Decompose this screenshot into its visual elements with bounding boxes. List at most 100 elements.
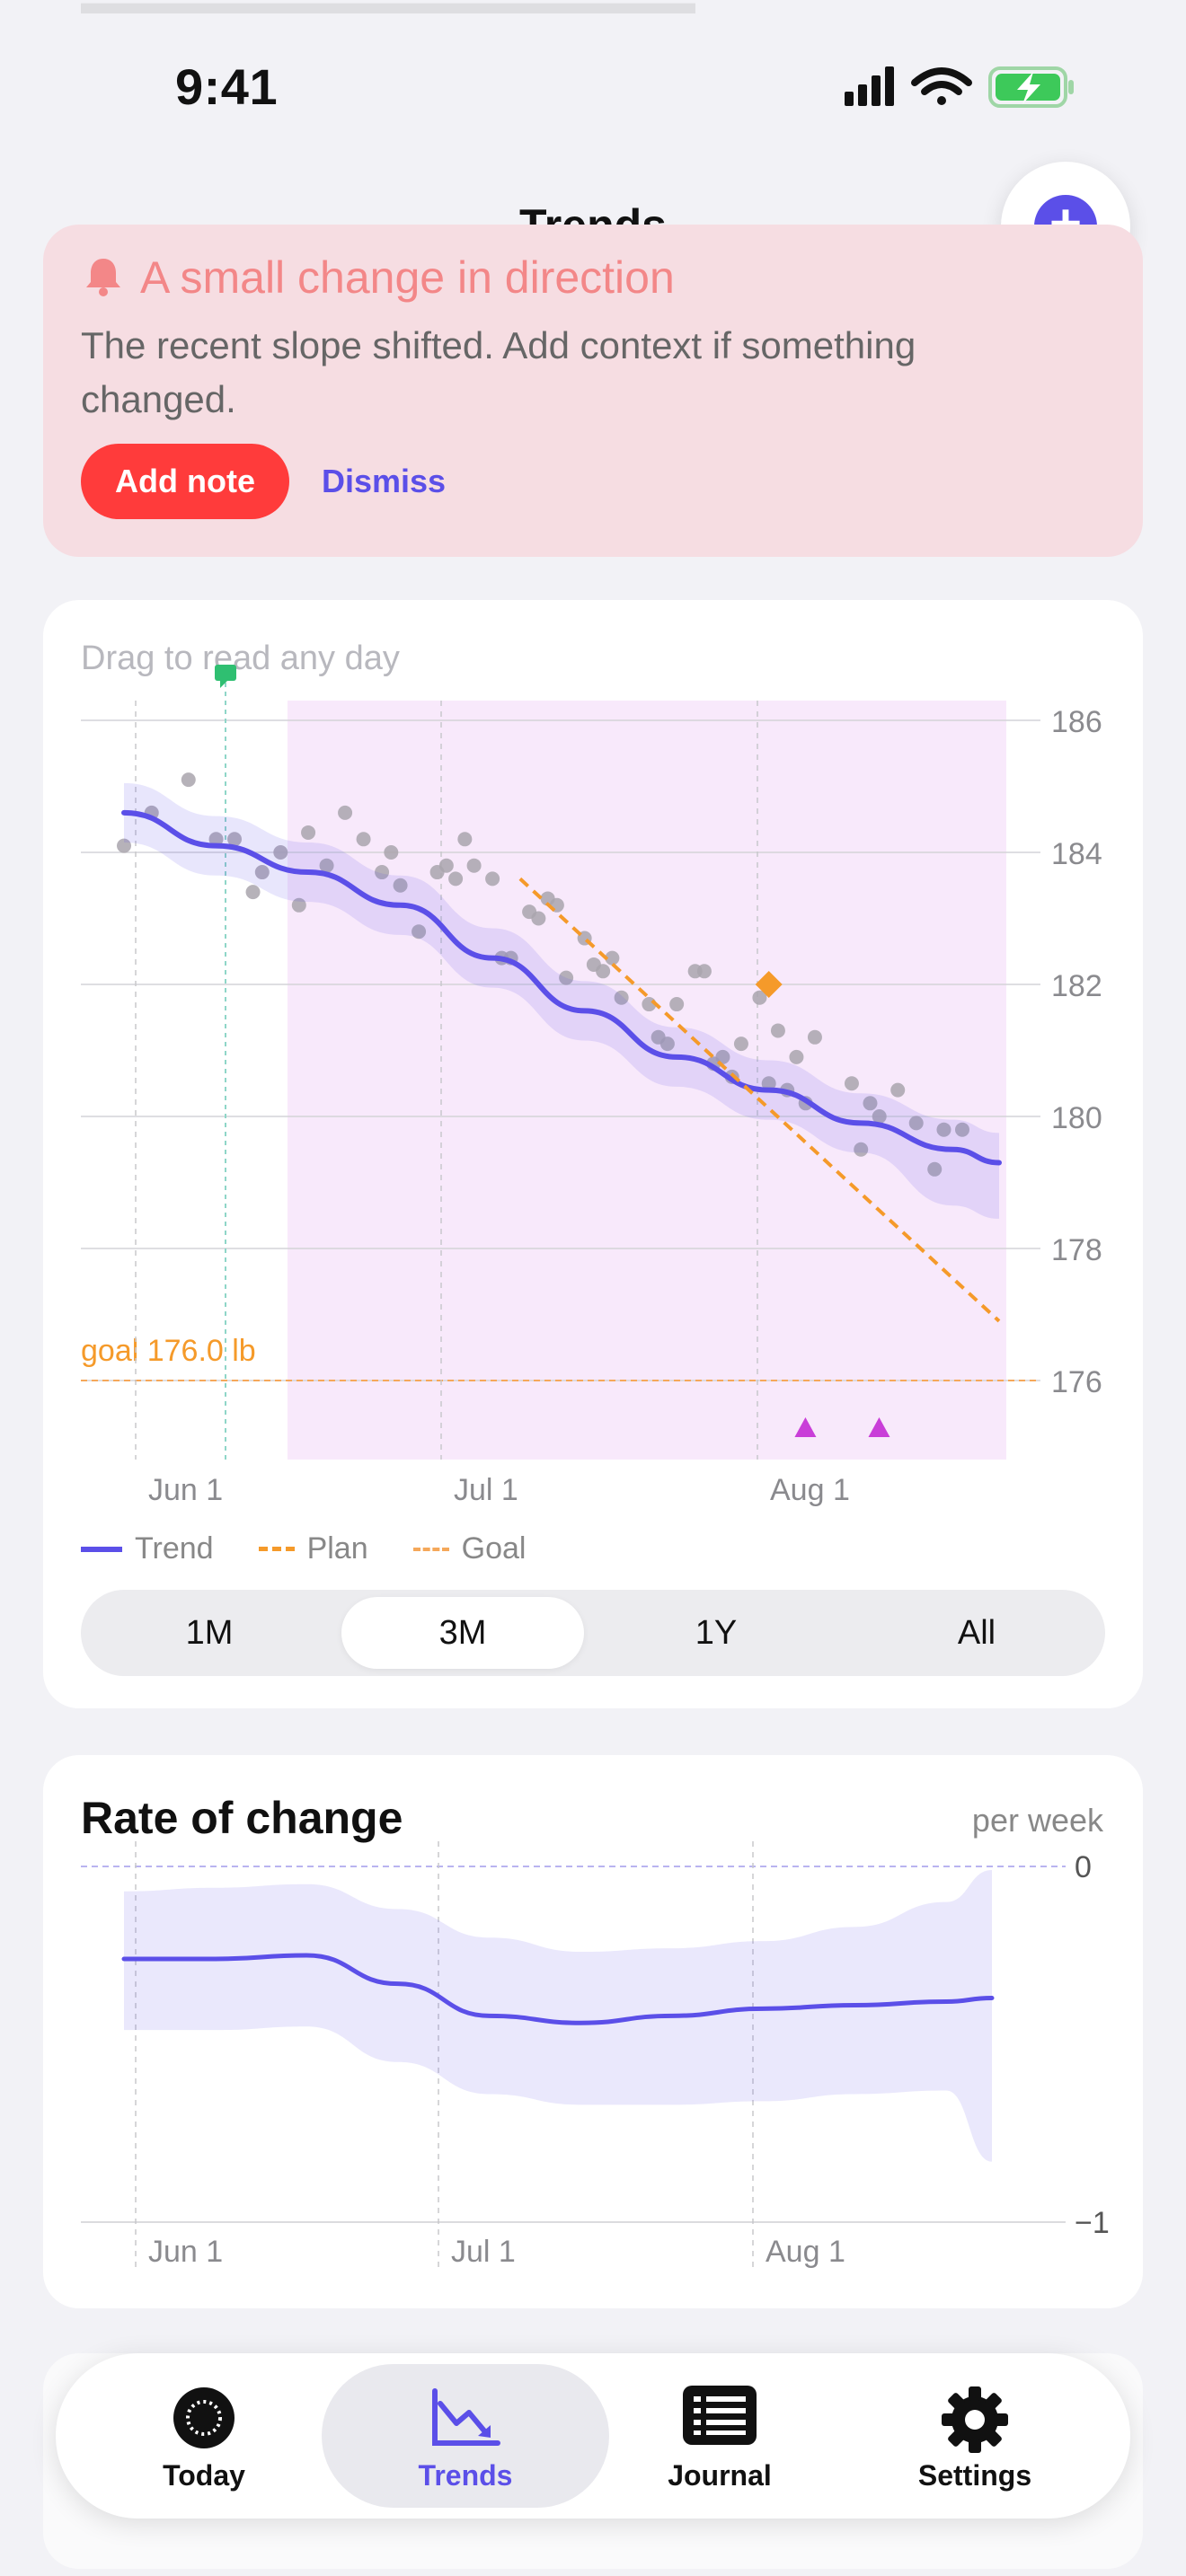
range-option-3m[interactable]: 3M	[341, 1597, 584, 1669]
alert-title: A small change in direction	[140, 252, 675, 303]
weigh-in-point	[227, 832, 243, 847]
rate-of-change-card	[43, 1755, 1143, 2308]
y-tick-label: 0	[1075, 1850, 1092, 1884]
y-tick-label: 182	[1051, 969, 1102, 1003]
y-tick-label: 178	[1051, 1233, 1102, 1267]
weigh-in-point	[696, 964, 712, 979]
tab-settings[interactable]: Settings	[845, 2353, 1105, 2519]
status-time: 9:41	[175, 58, 279, 115]
weigh-in-point	[890, 1082, 906, 1098]
range-option-1y[interactable]: 1Y	[695, 1614, 738, 1652]
weigh-in-point	[936, 1122, 951, 1137]
weigh-in-point	[770, 1023, 785, 1038]
dismiss-button[interactable]: Dismiss	[322, 463, 447, 499]
y-tick-label: 184	[1051, 837, 1102, 871]
status-icons	[845, 66, 1074, 108]
tab-trends-label: Trends	[418, 2459, 513, 2492]
range-option-all[interactable]: All	[957, 1614, 996, 1652]
trend-line	[121, 809, 1002, 1166]
note-marker-tail	[220, 681, 227, 688]
rate-confidence-band	[124, 1869, 992, 2162]
add-note-button[interactable]: Add note	[81, 444, 289, 519]
weigh-in-point	[659, 1037, 675, 1052]
weigh-in-point	[614, 990, 629, 1005]
weigh-in-point	[844, 1076, 859, 1091]
range-selector: 1M 3M 1Y All	[81, 1590, 1105, 1676]
weigh-in-point	[752, 990, 767, 1005]
tab-bar: Today Trends Journal	[56, 2353, 1130, 2519]
legend-goal: Goal	[412, 1531, 526, 1566]
weigh-in-point	[438, 858, 454, 873]
weigh-in-point	[927, 1161, 943, 1177]
chart-hint: Drag to read any day	[81, 640, 400, 677]
y-tick-label: 176	[1051, 1365, 1102, 1399]
weigh-in-point	[117, 838, 131, 853]
tab-trends[interactable]: Trends	[322, 2353, 609, 2519]
legend-trend: Trend	[81, 1531, 214, 1566]
legend-plan: Plan	[258, 1531, 368, 1566]
plan-line	[518, 877, 1001, 1323]
weigh-in-point	[733, 1037, 748, 1052]
active-tab-highlight	[322, 2364, 609, 2508]
x-tick-label: Jun 1	[148, 2235, 223, 2269]
goal-label: goal 176.0 lb	[81, 1334, 256, 1368]
weigh-in-point	[457, 832, 473, 847]
rate-chart[interactable]: 0 −1 Jun 1 Jul 1 Aug 1	[0, 1832, 1186, 2299]
bell-icon	[86, 259, 120, 296]
weigh-in-point	[338, 805, 353, 820]
x-tick-label: Jul 1	[454, 1473, 518, 1507]
cellular-signal-icon	[845, 66, 894, 106]
wifi-icon	[911, 67, 972, 105]
event-triangle-marker	[868, 1417, 890, 1437]
weigh-in-point	[669, 997, 685, 1012]
trend-chart[interactable]: 186 184 182 180 178 176 goal 176.0 lb Jun 1 Jul …	[0, 0, 1186, 1527]
tab-today[interactable]: Today	[74, 2353, 334, 2519]
weigh-in-point	[761, 1076, 776, 1091]
weigh-in-point	[789, 1049, 804, 1064]
weigh-in-point	[384, 845, 399, 860]
weigh-in-point	[807, 1029, 822, 1045]
weigh-in-point	[412, 924, 427, 940]
event-triangle-marker	[794, 1417, 817, 1437]
rate-line	[121, 1953, 995, 2025]
weigh-in-point	[273, 845, 288, 860]
scrolled-content: ▬▬▬▬▬▬▬▬▬▬▬▬▬▬▬▬▬▬	[81, 0, 695, 22]
tab-journal[interactable]: Journal	[589, 2353, 850, 2519]
today-ring-icon	[173, 2387, 235, 2448]
alert-title-row: A small change in direction	[81, 251, 675, 304]
y-tick-label: 186	[1051, 705, 1102, 739]
x-tick-label: Aug 1	[766, 2235, 845, 2269]
weigh-in-point	[319, 858, 334, 873]
selected-range-highlight	[288, 701, 1006, 1460]
tab-journal-label: Journal	[668, 2459, 772, 2492]
weigh-in-point	[908, 1116, 924, 1131]
battery-charging-icon	[988, 66, 1074, 108]
range-option-1m[interactable]: 1M	[185, 1614, 234, 1652]
weigh-in-point	[254, 865, 270, 880]
weigh-in-point	[181, 772, 196, 788]
weigh-in-point	[872, 1109, 887, 1124]
weigh-in-point	[863, 1096, 878, 1111]
weigh-in-point	[466, 858, 482, 873]
x-tick-label: Jun 1	[148, 1473, 223, 1507]
note-marker-icon	[215, 665, 236, 681]
trend-confidence-band	[124, 782, 999, 1219]
weigh-in-point	[291, 897, 306, 913]
rate-unit: per week	[971, 1802, 1103, 1839]
weigh-in-point	[559, 970, 574, 985]
weigh-in-point	[854, 1142, 869, 1157]
rate-title: Rate of change	[81, 1793, 403, 1843]
weigh-in-point	[605, 950, 620, 966]
y-tick-label: 180	[1051, 1101, 1102, 1135]
weigh-in-point	[954, 1122, 969, 1137]
weigh-in-point	[485, 871, 500, 887]
y-tick-label: −1	[1075, 2206, 1110, 2240]
weigh-in-point	[245, 885, 261, 900]
tab-today-label: Today	[163, 2459, 245, 2492]
weigh-in-point	[208, 832, 224, 847]
tab-settings-label: Settings	[917, 2459, 1032, 2492]
weigh-in-point	[596, 964, 611, 979]
weigh-in-point	[356, 832, 371, 847]
trends-chart-icon	[432, 2388, 500, 2446]
x-tick-label: Aug 1	[770, 1473, 850, 1507]
